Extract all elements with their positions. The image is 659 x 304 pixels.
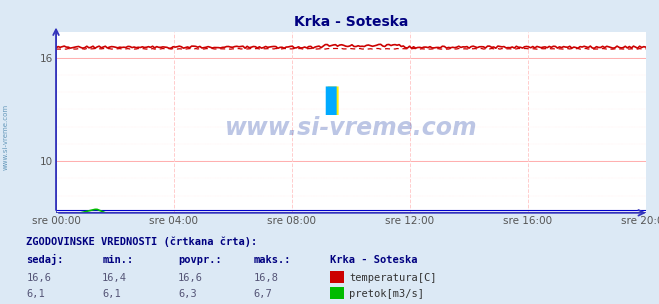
Text: www.si-vreme.com: www.si-vreme.com [2,104,9,170]
Text: povpr.:: povpr.: [178,255,221,265]
Text: min.:: min.: [102,255,133,265]
Text: ▐: ▐ [316,86,338,115]
Text: 16,6: 16,6 [26,273,51,283]
Text: 6,1: 6,1 [26,289,45,299]
Text: sedaj:: sedaj: [26,254,64,265]
Text: ZGODOVINSKE VREDNOSTI (črtkana črta):: ZGODOVINSKE VREDNOSTI (črtkana črta): [26,236,258,247]
Text: ▌: ▌ [326,86,347,115]
Text: 16,6: 16,6 [178,273,203,283]
Text: www.si-vreme.com: www.si-vreme.com [225,116,477,140]
Text: 6,3: 6,3 [178,289,196,299]
Text: maks.:: maks.: [254,255,291,265]
Text: 6,7: 6,7 [254,289,272,299]
Text: pretok[m3/s]: pretok[m3/s] [349,289,424,299]
Title: Krka - Soteska: Krka - Soteska [294,16,408,29]
Text: 16,8: 16,8 [254,273,279,283]
Text: Krka - Soteska: Krka - Soteska [330,255,417,265]
Text: temperatura[C]: temperatura[C] [349,273,437,283]
Text: 6,1: 6,1 [102,289,121,299]
Text: 16,4: 16,4 [102,273,127,283]
